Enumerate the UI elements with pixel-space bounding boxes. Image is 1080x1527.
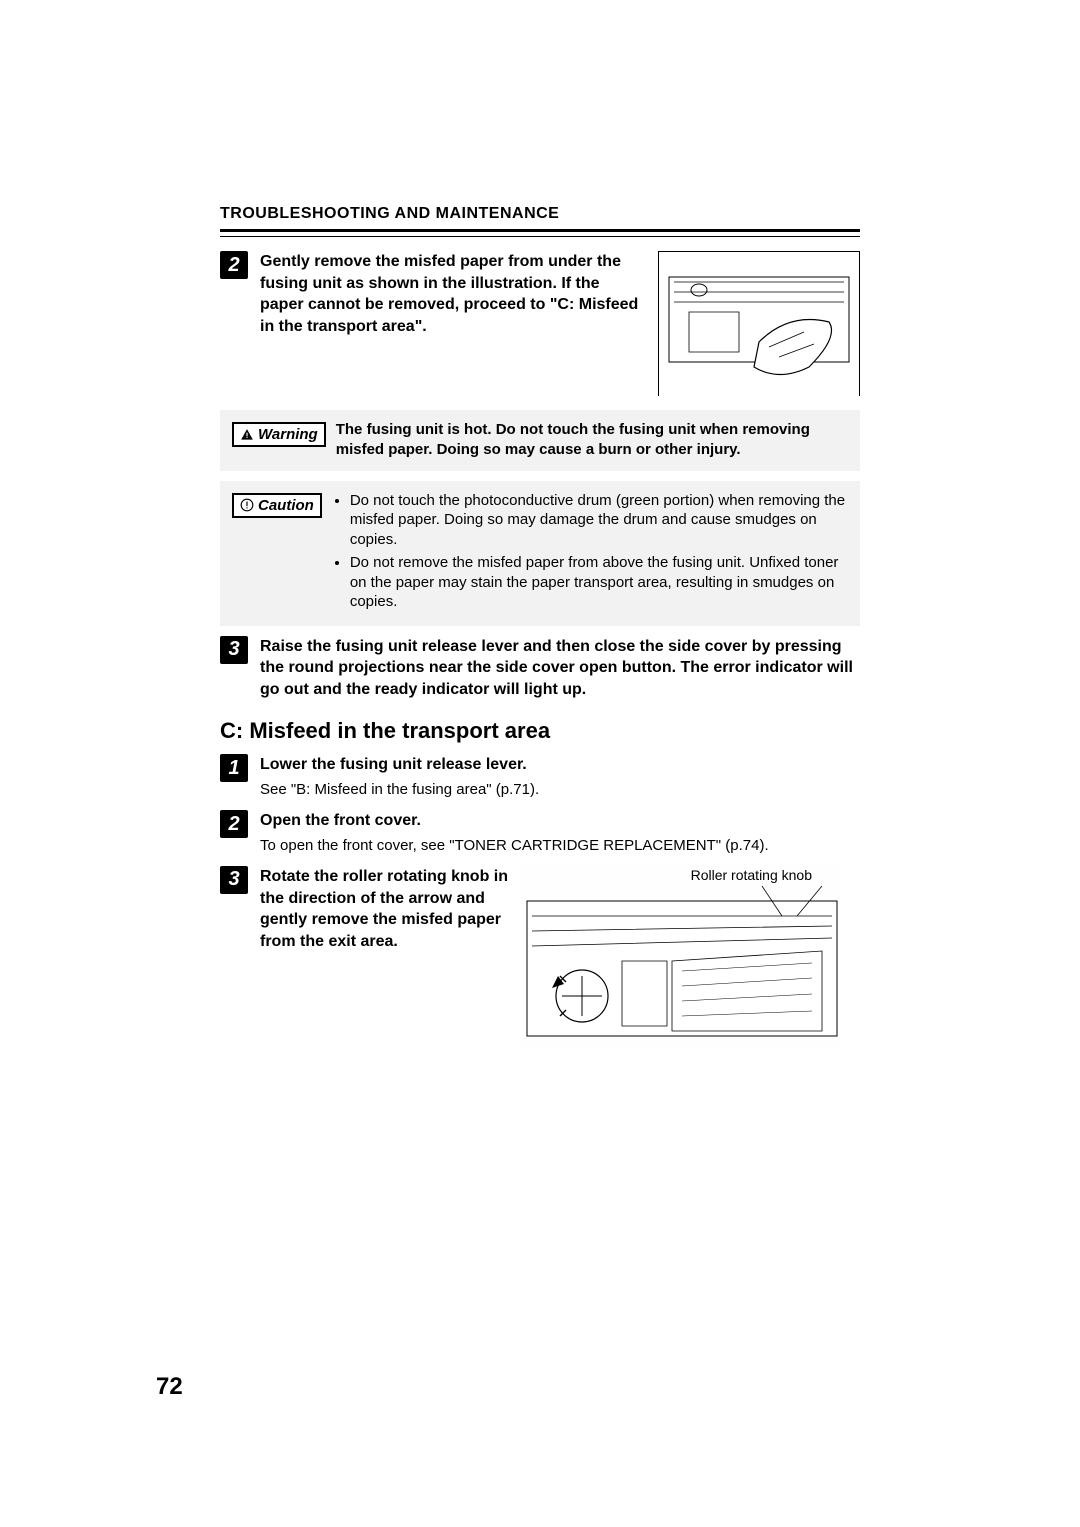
step-row: 3 Raise the fusing unit release lever an… [220, 636, 860, 701]
header-rule [220, 236, 860, 237]
caution-item: Do not remove the misfed paper from abov… [350, 553, 848, 612]
step-text: Gently remove the misfed paper from unde… [260, 251, 646, 337]
page-number: 72 [156, 1373, 183, 1401]
warning-label: Warning [232, 422, 326, 447]
step-number-badge: 1 [220, 754, 248, 782]
step-text: Raise the fusing unit release lever and … [260, 636, 860, 701]
step-number-badge: 2 [220, 810, 248, 838]
step-row: 1 Lower the fusing unit release lever. S… [220, 754, 860, 800]
figure-callout-label: Roller rotating knob [691, 868, 812, 883]
step-subtext: See "B: Misfeed in the fusing area" (p.7… [260, 780, 860, 800]
step-row: 3 Rotate the roller rotating knob in the… [220, 866, 860, 1046]
subsection-title: C: Misfeed in the transport area [220, 718, 860, 744]
warning-callout: Warning The fusing unit is hot. Do not t… [220, 410, 860, 471]
step-text: Open the front cover. [260, 810, 860, 832]
section-header: TROUBLESHOOTING AND MAINTENANCE [220, 205, 860, 232]
step-text: Rotate the roller rotating knob in the d… [260, 866, 510, 952]
step-text: Lower the fusing unit release lever. [260, 754, 860, 776]
caution-label-text: Caution [258, 497, 314, 514]
warning-icon [240, 428, 254, 442]
step-number-badge: 2 [220, 251, 248, 279]
step-row: 2 Open the front cover. To open the fron… [220, 810, 860, 856]
caution-item: Do not touch the photoconductive drum (g… [350, 491, 848, 550]
step-number-badge: 3 [220, 636, 248, 664]
caution-icon [240, 498, 254, 512]
step-row: 2 Gently remove the misfed paper from un… [220, 251, 860, 396]
step-subtext: To open the front cover, see "TONER CART… [260, 836, 860, 856]
warning-text: The fusing unit is hot. Do not touch the… [336, 420, 848, 461]
caution-label: Caution [232, 493, 322, 518]
step-illustration: Roller rotating knob [522, 866, 842, 1046]
caution-list: Do not touch the photoconductive drum (g… [332, 491, 848, 616]
caution-callout: Caution Do not touch the photoconductive… [220, 481, 860, 626]
step-illustration [658, 251, 860, 396]
step-number-badge: 3 [220, 866, 248, 894]
warning-label-text: Warning [258, 426, 318, 443]
